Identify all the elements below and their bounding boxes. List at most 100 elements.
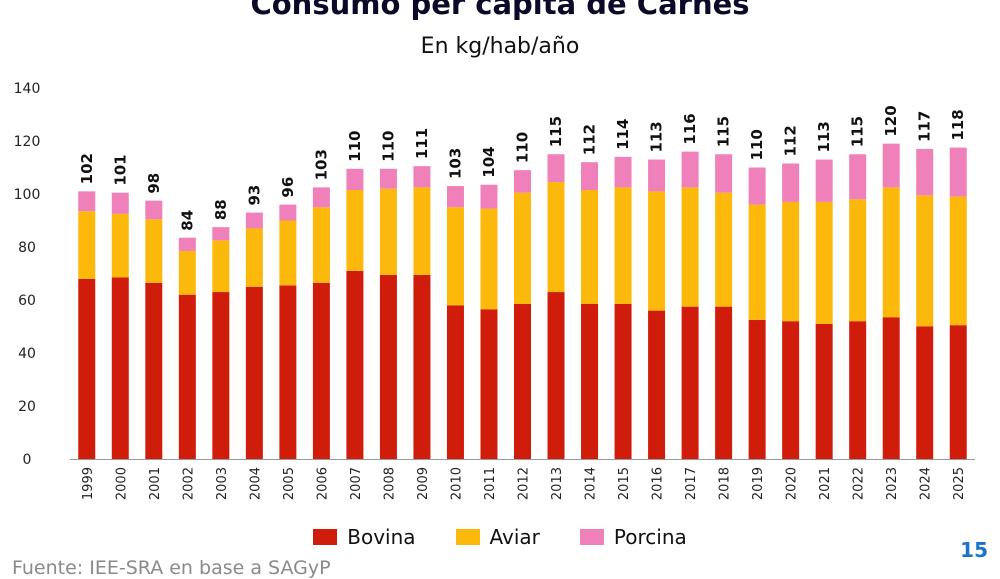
bar-porcina-2000 <box>111 192 129 214</box>
bar-porcina-2005 <box>279 204 297 221</box>
total-label-2020: 112 <box>782 125 800 156</box>
x-tick-label-2007: 2007 <box>349 467 364 500</box>
x-tick-label-2025: 2025 <box>952 467 967 500</box>
bar-bovina-2009 <box>413 274 431 459</box>
y-tick-label: 120 <box>14 134 41 150</box>
total-label-2012: 110 <box>514 132 532 163</box>
bar-aviar-2007 <box>346 190 364 271</box>
bar-bovina-2008 <box>379 274 397 459</box>
total-label-2006: 103 <box>312 149 330 180</box>
total-label-2009: 111 <box>413 128 431 159</box>
x-axis: 1999 2000 2001 2002 2003 2004 2005 2006 2007 2008… <box>70 459 975 500</box>
bar-bovina-2007 <box>346 270 364 459</box>
y-tick-label: 140 <box>14 81 41 97</box>
legend-item-porcina: Porcina <box>579 525 687 549</box>
bar-aviar-2018 <box>715 192 733 307</box>
x-tick-label-2015: 2015 <box>617 467 632 500</box>
bar-aviar-2020 <box>782 201 800 322</box>
bar-aviar-2025 <box>949 196 967 326</box>
bar-porcina-2024 <box>916 148 934 196</box>
bar-porcina-2004 <box>245 212 263 229</box>
y-tick-label: 80 <box>18 240 36 256</box>
x-tick-label-1999: 1999 <box>81 467 96 500</box>
bar-bovina-2014 <box>581 303 599 459</box>
x-tick-label-2002: 2002 <box>181 467 196 500</box>
bar-porcina-2020 <box>782 163 800 202</box>
bar-aviar-2023 <box>882 187 900 318</box>
bar-bovina-2001 <box>145 282 163 459</box>
x-tick-label-2018: 2018 <box>718 467 733 500</box>
x-tick-label-2004: 2004 <box>248 467 263 500</box>
bar-bovina-2020 <box>782 321 800 459</box>
legend-swatch-bovina <box>313 529 338 545</box>
y-axis: 0 20 40 60 80 100 120 140 <box>14 81 41 468</box>
bar-porcina-2013 <box>547 154 565 183</box>
bar-aviar-2024 <box>916 195 934 327</box>
bar-bovina-2004 <box>245 286 263 459</box>
bar-aviar-2010 <box>446 207 464 306</box>
bar-aviar-2013 <box>547 182 565 293</box>
bar-porcina-2001 <box>145 200 163 220</box>
bar-bovina-2013 <box>547 292 565 459</box>
bar-bovina-2022 <box>849 321 867 459</box>
chart-title: Consumo per cápita de Carnes <box>250 0 750 21</box>
bar-porcina-2012 <box>514 170 531 193</box>
bar-porcina-2025 <box>949 147 967 197</box>
bar-bovina-2005 <box>279 285 297 459</box>
bar-aviar-2006 <box>312 207 330 283</box>
bar-aviar-2000 <box>111 213 129 278</box>
x-tick-label-2024: 2024 <box>919 467 934 500</box>
total-label-2013: 115 <box>547 116 565 147</box>
bar-bovina-2002 <box>178 294 196 459</box>
bar-aviar-2014 <box>581 190 599 304</box>
bar-aviar-2022 <box>849 199 867 322</box>
y-tick-label: 60 <box>18 293 36 309</box>
bar-porcina-2002 <box>178 237 196 251</box>
total-label-2011: 104 <box>480 146 498 177</box>
total-label-2007: 110 <box>346 131 364 162</box>
x-tick-label-2022: 2022 <box>852 467 867 500</box>
total-label-1999: 102 <box>78 153 96 184</box>
x-tick-label-2017: 2017 <box>684 467 699 500</box>
x-tick-label-2001: 2001 <box>148 467 163 500</box>
bar-aviar-2008 <box>379 188 397 275</box>
bar-porcina-2010 <box>446 186 464 208</box>
total-label-2003: 88 <box>212 199 230 220</box>
total-label-2000: 101 <box>111 154 129 185</box>
bar-porcina-2017 <box>681 151 699 188</box>
bar-bovina-2017 <box>681 306 699 459</box>
bar-aviar-1999 <box>78 211 96 279</box>
legend-label-bovina: Bovina <box>347 525 416 549</box>
bar-porcina-2021 <box>815 159 833 202</box>
bar-porcina-2008 <box>379 168 397 189</box>
bar-aviar-2001 <box>145 219 163 283</box>
bar-aviar-2019 <box>748 204 766 320</box>
stacked-bar-chart: 0 20 40 60 80 100 120 140 102 101 98 84 88 93 96 103 11… <box>14 81 975 500</box>
bar-porcina-1999 <box>78 191 96 212</box>
total-label-2015: 114 <box>614 119 632 150</box>
bar-aviar-2016 <box>648 191 666 311</box>
bar-bovina-2024 <box>916 326 934 459</box>
x-tick-label-2003: 2003 <box>215 467 230 500</box>
total-label-2022: 115 <box>849 116 867 147</box>
bar-porcina-2011 <box>480 184 498 209</box>
x-tick-label-2010: 2010 <box>449 467 464 500</box>
legend-swatch-aviar <box>455 529 480 545</box>
chart-subtitle: En kg/hab/año <box>420 34 580 59</box>
bar-aviar-2005 <box>279 220 297 286</box>
total-label-2001: 98 <box>145 173 163 194</box>
x-tick-label-2016: 2016 <box>651 467 666 500</box>
x-tick-label-2009: 2009 <box>416 467 431 500</box>
total-label-2019: 110 <box>748 129 766 160</box>
total-label-2021: 113 <box>815 121 833 152</box>
bar-porcina-2016 <box>648 159 666 192</box>
bar-aviar-2017 <box>681 187 699 307</box>
x-tick-label-2021: 2021 <box>818 467 833 500</box>
total-label-2004: 93 <box>245 185 263 206</box>
source-note: Fuente: IEE-SRA en base a SAGyP <box>12 557 331 579</box>
total-label-2017: 116 <box>681 113 699 144</box>
total-label-2024: 117 <box>916 111 934 142</box>
bar-bovina-2016 <box>648 310 666 459</box>
page-number: 15 <box>960 538 988 562</box>
x-tick-label-2008: 2008 <box>382 467 397 500</box>
